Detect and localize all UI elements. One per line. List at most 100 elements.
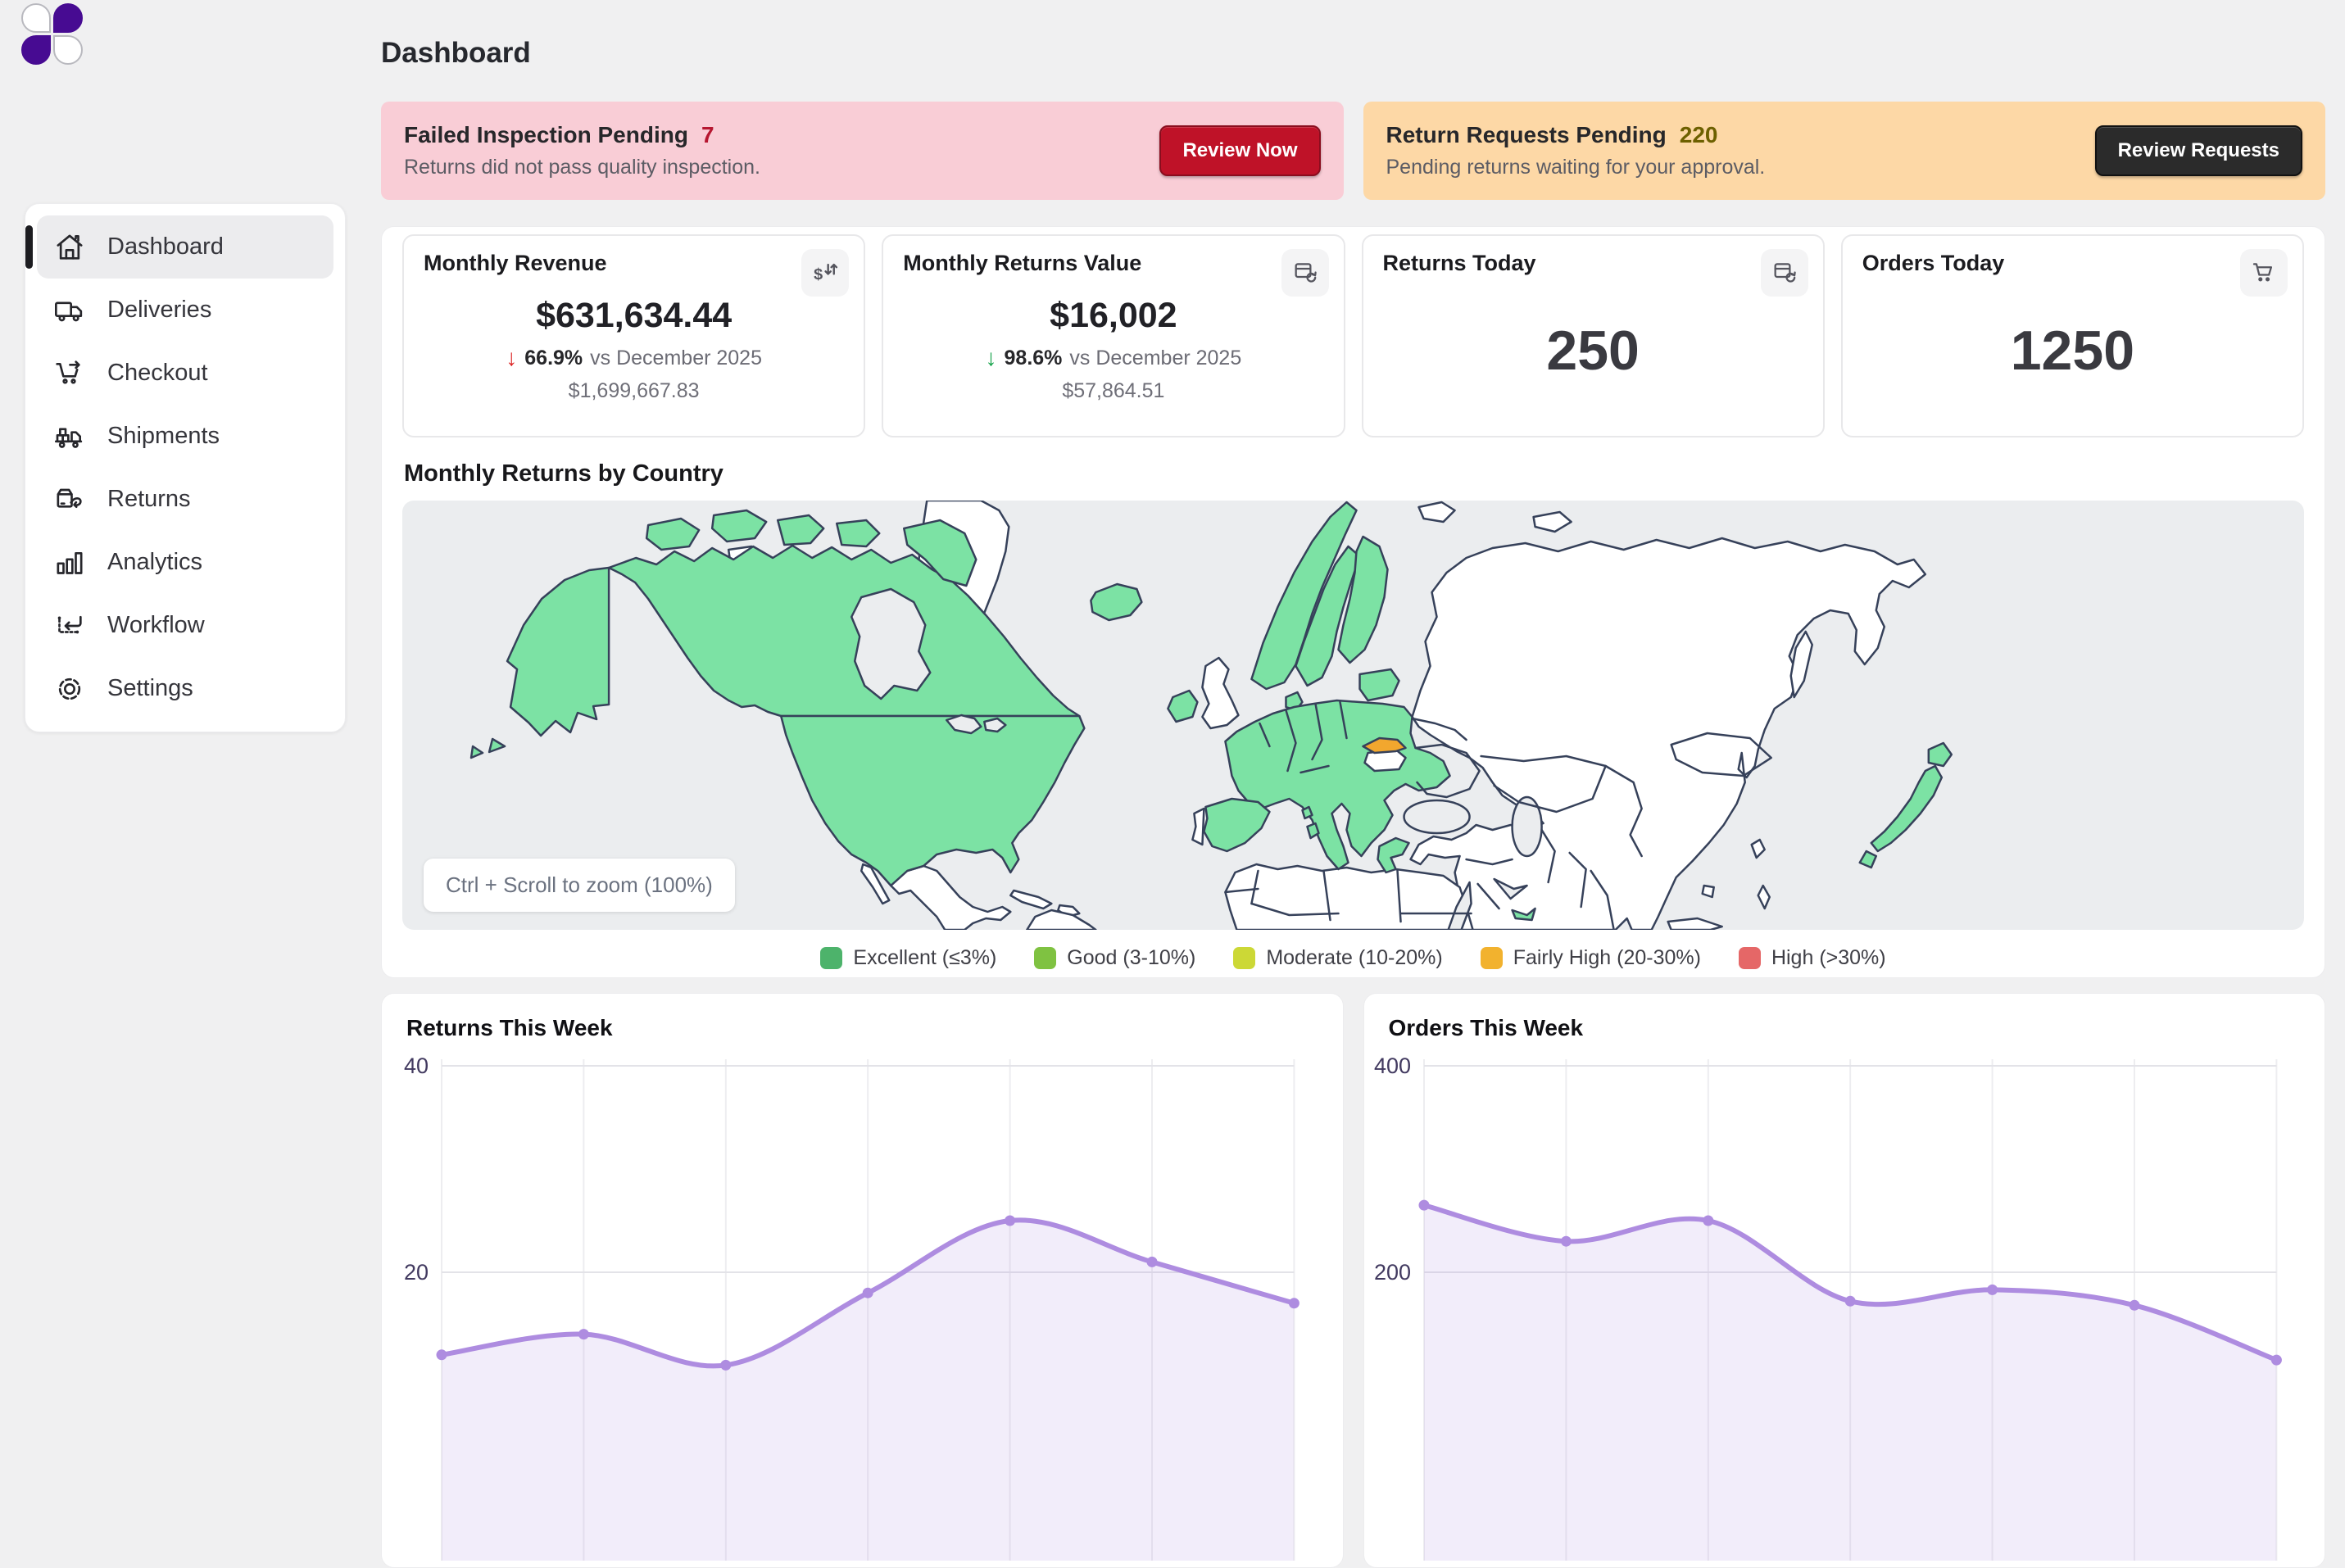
shipments-truck-icon bbox=[53, 420, 86, 453]
stat-value: 250 bbox=[1546, 319, 1640, 382]
stat-value: $16,002 bbox=[1050, 296, 1177, 335]
currency-exchange-icon: $ bbox=[801, 249, 850, 297]
sidebar: Dashboard Deliveries Checkout Shipments … bbox=[25, 203, 346, 732]
logo-petal bbox=[53, 3, 83, 33]
stat-title: Orders Today bbox=[1862, 251, 2005, 275]
sidebar-item-label: Shipments bbox=[107, 423, 220, 449]
sidebar-item[interactable]: Returns bbox=[37, 468, 333, 531]
sidebar-item-label: Settings bbox=[107, 675, 193, 701]
return-box-icon bbox=[53, 483, 86, 516]
alert-text: Failed Inspection Pending 7 Returns did … bbox=[404, 122, 760, 179]
stat-title: Returns Today bbox=[1382, 251, 1536, 275]
sidebar-item[interactable]: Shipments bbox=[37, 405, 333, 468]
delta-compare: vs December 2025 bbox=[1069, 346, 1242, 369]
page-title: Dashboard bbox=[381, 37, 531, 70]
legend-swatch bbox=[1480, 947, 1503, 969]
stat-card: Monthly Returns Value $16,002 ↓ 98.6% vs… bbox=[882, 234, 1345, 437]
alert-title: Return Requests Pending 220 bbox=[1386, 122, 1766, 148]
alert-title: Failed Inspection Pending 7 bbox=[404, 122, 760, 148]
legend-item: High (>30%) bbox=[1738, 946, 1886, 970]
alert-title-label: Return Requests Pending bbox=[1386, 122, 1667, 147]
stat-value: $631,634.44 bbox=[536, 296, 733, 335]
delivery-truck-icon bbox=[53, 294, 86, 327]
stat-title: Monthly Returns Value bbox=[903, 251, 1142, 275]
gear-icon bbox=[53, 673, 86, 705]
legend-swatch bbox=[1233, 947, 1256, 969]
alert-count: 220 bbox=[1679, 122, 1718, 147]
legend-item: Excellent (≤3%) bbox=[820, 946, 996, 970]
legend-label: Excellent (≤3%) bbox=[853, 946, 997, 969]
alert-description: Returns did not pass quality inspection. bbox=[404, 156, 760, 179]
map-borders bbox=[1224, 700, 1772, 930]
stat-value: 1250 bbox=[2010, 319, 2135, 382]
map-region-slovakia bbox=[1362, 736, 1407, 755]
alert-description: Pending returns waiting for your approva… bbox=[1386, 156, 1766, 179]
home-icon bbox=[53, 231, 86, 264]
legend-label: High (>30%) bbox=[1771, 946, 1886, 969]
svg-text:400: 400 bbox=[1373, 1054, 1410, 1078]
stat-secondary-value: $1,699,667.83 bbox=[568, 379, 700, 402]
sidebar-item[interactable]: Workflow bbox=[37, 594, 333, 657]
legend-label: Fairly High (20-30%) bbox=[1513, 946, 1701, 969]
stat-card: Monthly Revenue $ $631,634.44 ↓ 66.9% vs… bbox=[402, 234, 866, 437]
logo-petal bbox=[53, 35, 83, 65]
sidebar-item-label: Checkout bbox=[107, 360, 208, 386]
legend-swatch bbox=[1738, 947, 1761, 969]
chart-title: Returns This Week bbox=[406, 1015, 613, 1040]
sidebar-item-label: Deliveries bbox=[107, 297, 212, 323]
world-map[interactable] bbox=[402, 501, 2304, 930]
workflow-icon bbox=[53, 610, 86, 642]
cart-icon bbox=[2240, 249, 2288, 297]
stat-secondary-value: $57,864.51 bbox=[1062, 379, 1165, 402]
sidebar-item[interactable]: Deliveries bbox=[37, 279, 333, 342]
alert-banner: Return Requests Pending 220 Pending retu… bbox=[1363, 102, 2325, 200]
legend-label: Good (3-10%) bbox=[1067, 946, 1196, 969]
package-sync-icon bbox=[1281, 249, 1329, 297]
sidebar-item[interactable]: Dashboard bbox=[25, 215, 333, 279]
svg-text:20: 20 bbox=[404, 1260, 429, 1285]
stat-delta-row: ↓ 66.9% vs December 2025 bbox=[424, 345, 844, 371]
four-petal-logo bbox=[21, 3, 85, 67]
alert-text: Return Requests Pending 220 Pending retu… bbox=[1386, 122, 1766, 179]
svg-text:200: 200 bbox=[1373, 1260, 1410, 1285]
svg-text:$: $ bbox=[814, 265, 823, 283]
delta-arrow-icon: ↓ bbox=[985, 345, 997, 370]
checkout-cart-icon bbox=[53, 357, 86, 390]
active-indicator-bar bbox=[25, 225, 33, 269]
chart-title: Orders This Week bbox=[1388, 1015, 1584, 1040]
stat-title: Monthly Revenue bbox=[424, 251, 607, 275]
alert-title-label: Failed Inspection Pending bbox=[404, 122, 688, 147]
bar-chart-icon bbox=[53, 546, 86, 579]
legend-swatch bbox=[820, 947, 843, 969]
delta-percent: 98.6% bbox=[1004, 346, 1063, 369]
legend-item: Good (3-10%) bbox=[1034, 946, 1195, 970]
main-panel: Monthly Revenue $ $631,634.44 ↓ 66.9% vs… bbox=[381, 226, 2325, 978]
alert-banners: Failed Inspection Pending 7 Returns did … bbox=[381, 102, 2325, 200]
map-legend: Excellent (≤3%) Good (3-10%) Moderate (1… bbox=[402, 946, 2304, 970]
delta-compare: vs December 2025 bbox=[590, 346, 762, 369]
map-inland-seas bbox=[850, 587, 1543, 930]
logo-petal bbox=[21, 3, 51, 33]
alert-banner: Failed Inspection Pending 7 Returns did … bbox=[381, 102, 1344, 200]
sidebar-item[interactable]: Settings bbox=[37, 657, 333, 720]
package-sync-icon bbox=[1760, 249, 1808, 297]
returns-week-chart: 40 20 bbox=[404, 1054, 1300, 1561]
orders-week-chart-card: Orders This Week 400 200 bbox=[1363, 993, 2325, 1568]
legend-item: Fairly High (20-30%) bbox=[1480, 946, 1701, 970]
alert-action-button[interactable]: Review Requests bbox=[2094, 125, 2302, 176]
map-regions-excellent bbox=[469, 501, 1953, 922]
sidebar-item-label: Workflow bbox=[107, 612, 205, 638]
sidebar-item-label: Returns bbox=[107, 486, 191, 512]
sidebar-item[interactable]: Checkout bbox=[37, 342, 333, 405]
sidebar-item-label: Analytics bbox=[107, 549, 203, 575]
stat-card: Orders Today 1250 bbox=[1840, 234, 2304, 437]
returns-week-chart-card: Returns This Week 40 20 bbox=[381, 993, 1344, 1568]
stat-delta-row: ↓ 98.6% vs December 2025 bbox=[903, 345, 1323, 371]
legend-item: Moderate (10-20%) bbox=[1233, 946, 1443, 970]
dashboard-page: { "app": { "page_title": "Dashboard", "l… bbox=[21, 3, 2325, 1568]
stats-row: Monthly Revenue $ $631,634.44 ↓ 66.9% vs… bbox=[402, 234, 2304, 437]
delta-percent: 66.9% bbox=[524, 346, 583, 369]
sidebar-item[interactable]: Analytics bbox=[37, 531, 333, 594]
alert-action-button[interactable]: Review Now bbox=[1159, 125, 1321, 176]
logo-petal bbox=[21, 35, 51, 65]
